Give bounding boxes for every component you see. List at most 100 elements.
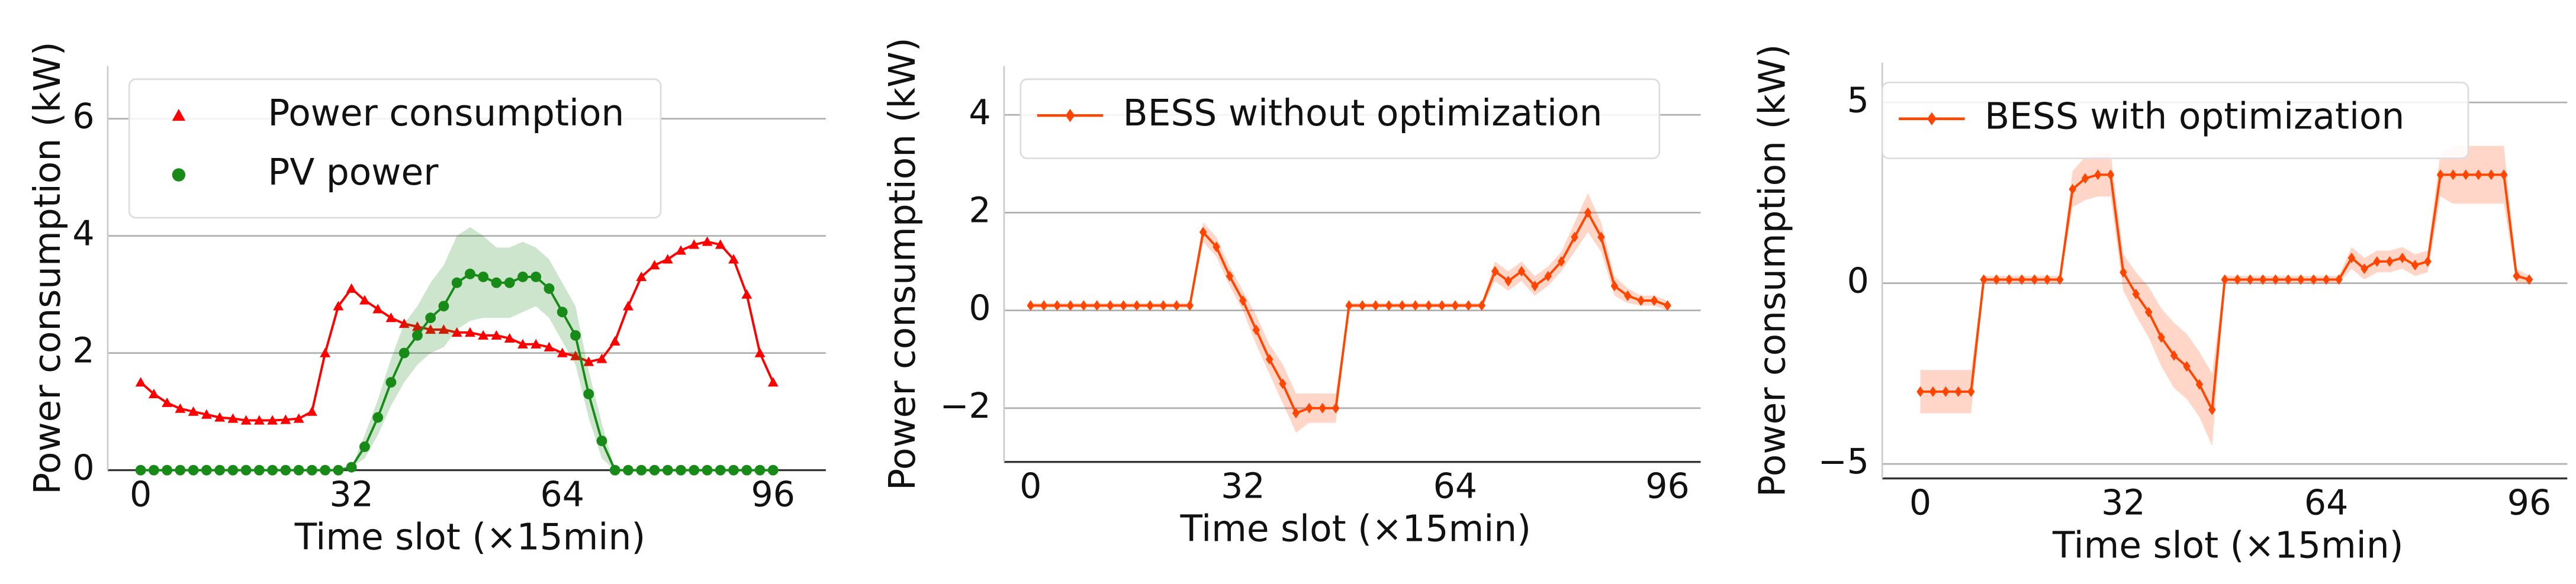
- y-tick-label: 0: [1847, 261, 1869, 301]
- y-tick-label: 0: [72, 448, 94, 488]
- marker: [162, 397, 173, 407]
- legend-marker: [172, 168, 186, 182]
- marker: [465, 269, 475, 279]
- marker: [676, 464, 686, 476]
- marker: [320, 464, 331, 476]
- marker: [1080, 300, 1088, 311]
- marker: [201, 464, 212, 476]
- marker: [609, 335, 620, 346]
- x-tick-label: 32: [2101, 482, 2145, 522]
- marker: [1980, 274, 1988, 285]
- marker: [1213, 241, 1220, 253]
- marker: [649, 464, 660, 476]
- marker: [1411, 300, 1419, 311]
- marker: [728, 254, 739, 264]
- marker: [1531, 280, 1539, 292]
- marker: [372, 412, 384, 423]
- marker: [1186, 300, 1194, 311]
- x-tick-label: 96: [1645, 466, 1690, 506]
- marker: [385, 377, 397, 388]
- marker: [306, 406, 317, 416]
- marker: [240, 415, 252, 425]
- marker: [1398, 300, 1406, 311]
- marker: [1491, 266, 1499, 277]
- marker: [438, 324, 449, 334]
- y-tick-label: −5: [1818, 441, 1869, 482]
- legend-label: BESS with optimization: [1985, 95, 2404, 137]
- y-tick-label: −2: [940, 386, 990, 426]
- marker: [1992, 274, 2001, 285]
- series-line: [1030, 210, 1668, 415]
- marker: [346, 462, 357, 473]
- marker: [1305, 402, 1313, 414]
- marker: [451, 277, 462, 288]
- marker: [412, 330, 423, 341]
- marker: [2297, 274, 2305, 285]
- marker: [280, 414, 291, 424]
- marker: [148, 388, 159, 399]
- marker: [741, 464, 752, 476]
- marker: [240, 464, 252, 476]
- marker: [543, 341, 555, 351]
- legend-marker: [172, 109, 186, 121]
- marker: [728, 464, 739, 476]
- marker: [504, 277, 515, 288]
- legend-label: PV power: [268, 151, 439, 193]
- marker: [1133, 300, 1141, 311]
- marker: [2132, 289, 2140, 299]
- x-axis-label: Time slot (×15min): [294, 516, 646, 558]
- legend-box: [128, 78, 662, 219]
- marker: [636, 464, 647, 476]
- legend-label: Power consumption: [268, 92, 624, 134]
- marker: [188, 406, 199, 416]
- marker: [530, 338, 542, 349]
- marker: [372, 304, 384, 314]
- y-tick-label: 2: [72, 331, 94, 371]
- marker: [2246, 274, 2254, 285]
- marker: [741, 289, 752, 299]
- legend-box: [1881, 82, 2469, 160]
- marker: [1929, 386, 1937, 397]
- marker: [253, 415, 265, 425]
- marker: [1345, 300, 1353, 311]
- marker: [2031, 274, 2038, 285]
- marker: [385, 312, 397, 322]
- legend-label: BESS without optimization: [1123, 92, 1603, 134]
- marker: [504, 333, 515, 343]
- marker: [280, 464, 291, 476]
- x-axis-label: Time slot (×15min): [1180, 508, 1532, 550]
- legend-marker: [1065, 109, 1075, 122]
- marker: [1517, 266, 1526, 277]
- marker: [623, 464, 633, 476]
- marker: [201, 409, 212, 419]
- marker: [491, 330, 502, 340]
- marker: [2005, 274, 2013, 285]
- marker: [2144, 306, 2153, 318]
- marker: [662, 254, 673, 264]
- marker: [2233, 274, 2241, 285]
- marker: [1571, 231, 1578, 243]
- marker: [1916, 386, 1924, 397]
- marker: [1372, 300, 1379, 311]
- marker: [570, 350, 581, 360]
- marker: [2195, 379, 2204, 390]
- x-tick-label: 0: [1909, 482, 1931, 522]
- marker: [398, 318, 410, 328]
- marker: [227, 413, 239, 423]
- marker: [2322, 274, 2330, 285]
- y-axis-label: Power consumption (kW): [27, 41, 69, 495]
- marker: [689, 239, 700, 249]
- marker: [2221, 274, 2229, 285]
- marker: [2018, 274, 2026, 285]
- marker: [135, 464, 146, 476]
- x-tick-label: 64: [540, 474, 584, 514]
- marker: [2120, 267, 2127, 278]
- x-tick-label: 96: [2507, 482, 2552, 522]
- marker: [596, 435, 607, 447]
- marker: [412, 321, 423, 331]
- marker: [702, 464, 713, 476]
- marker: [583, 356, 594, 366]
- marker: [451, 327, 462, 337]
- marker: [1557, 256, 1565, 267]
- y-axis-label: Power consumption (kW): [882, 37, 924, 490]
